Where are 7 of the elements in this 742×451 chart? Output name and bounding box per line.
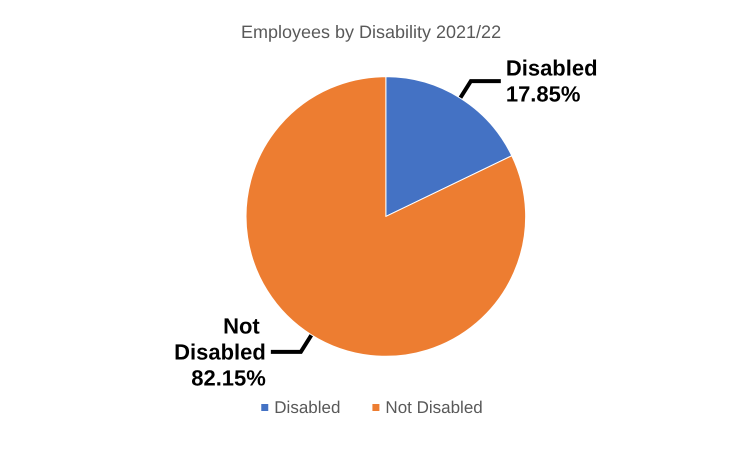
legend-label: Disabled [274, 398, 340, 417]
chart-title: Employees by Disability 2021/22 [240, 22, 502, 42]
legend-label: Not Disabled [385, 398, 483, 417]
slice-label: Not Disabled [174, 313, 266, 364]
slice-label: Disabled [506, 56, 598, 81]
data-label: 82.15% [191, 365, 266, 390]
data-label: 17.85% [506, 82, 580, 107]
